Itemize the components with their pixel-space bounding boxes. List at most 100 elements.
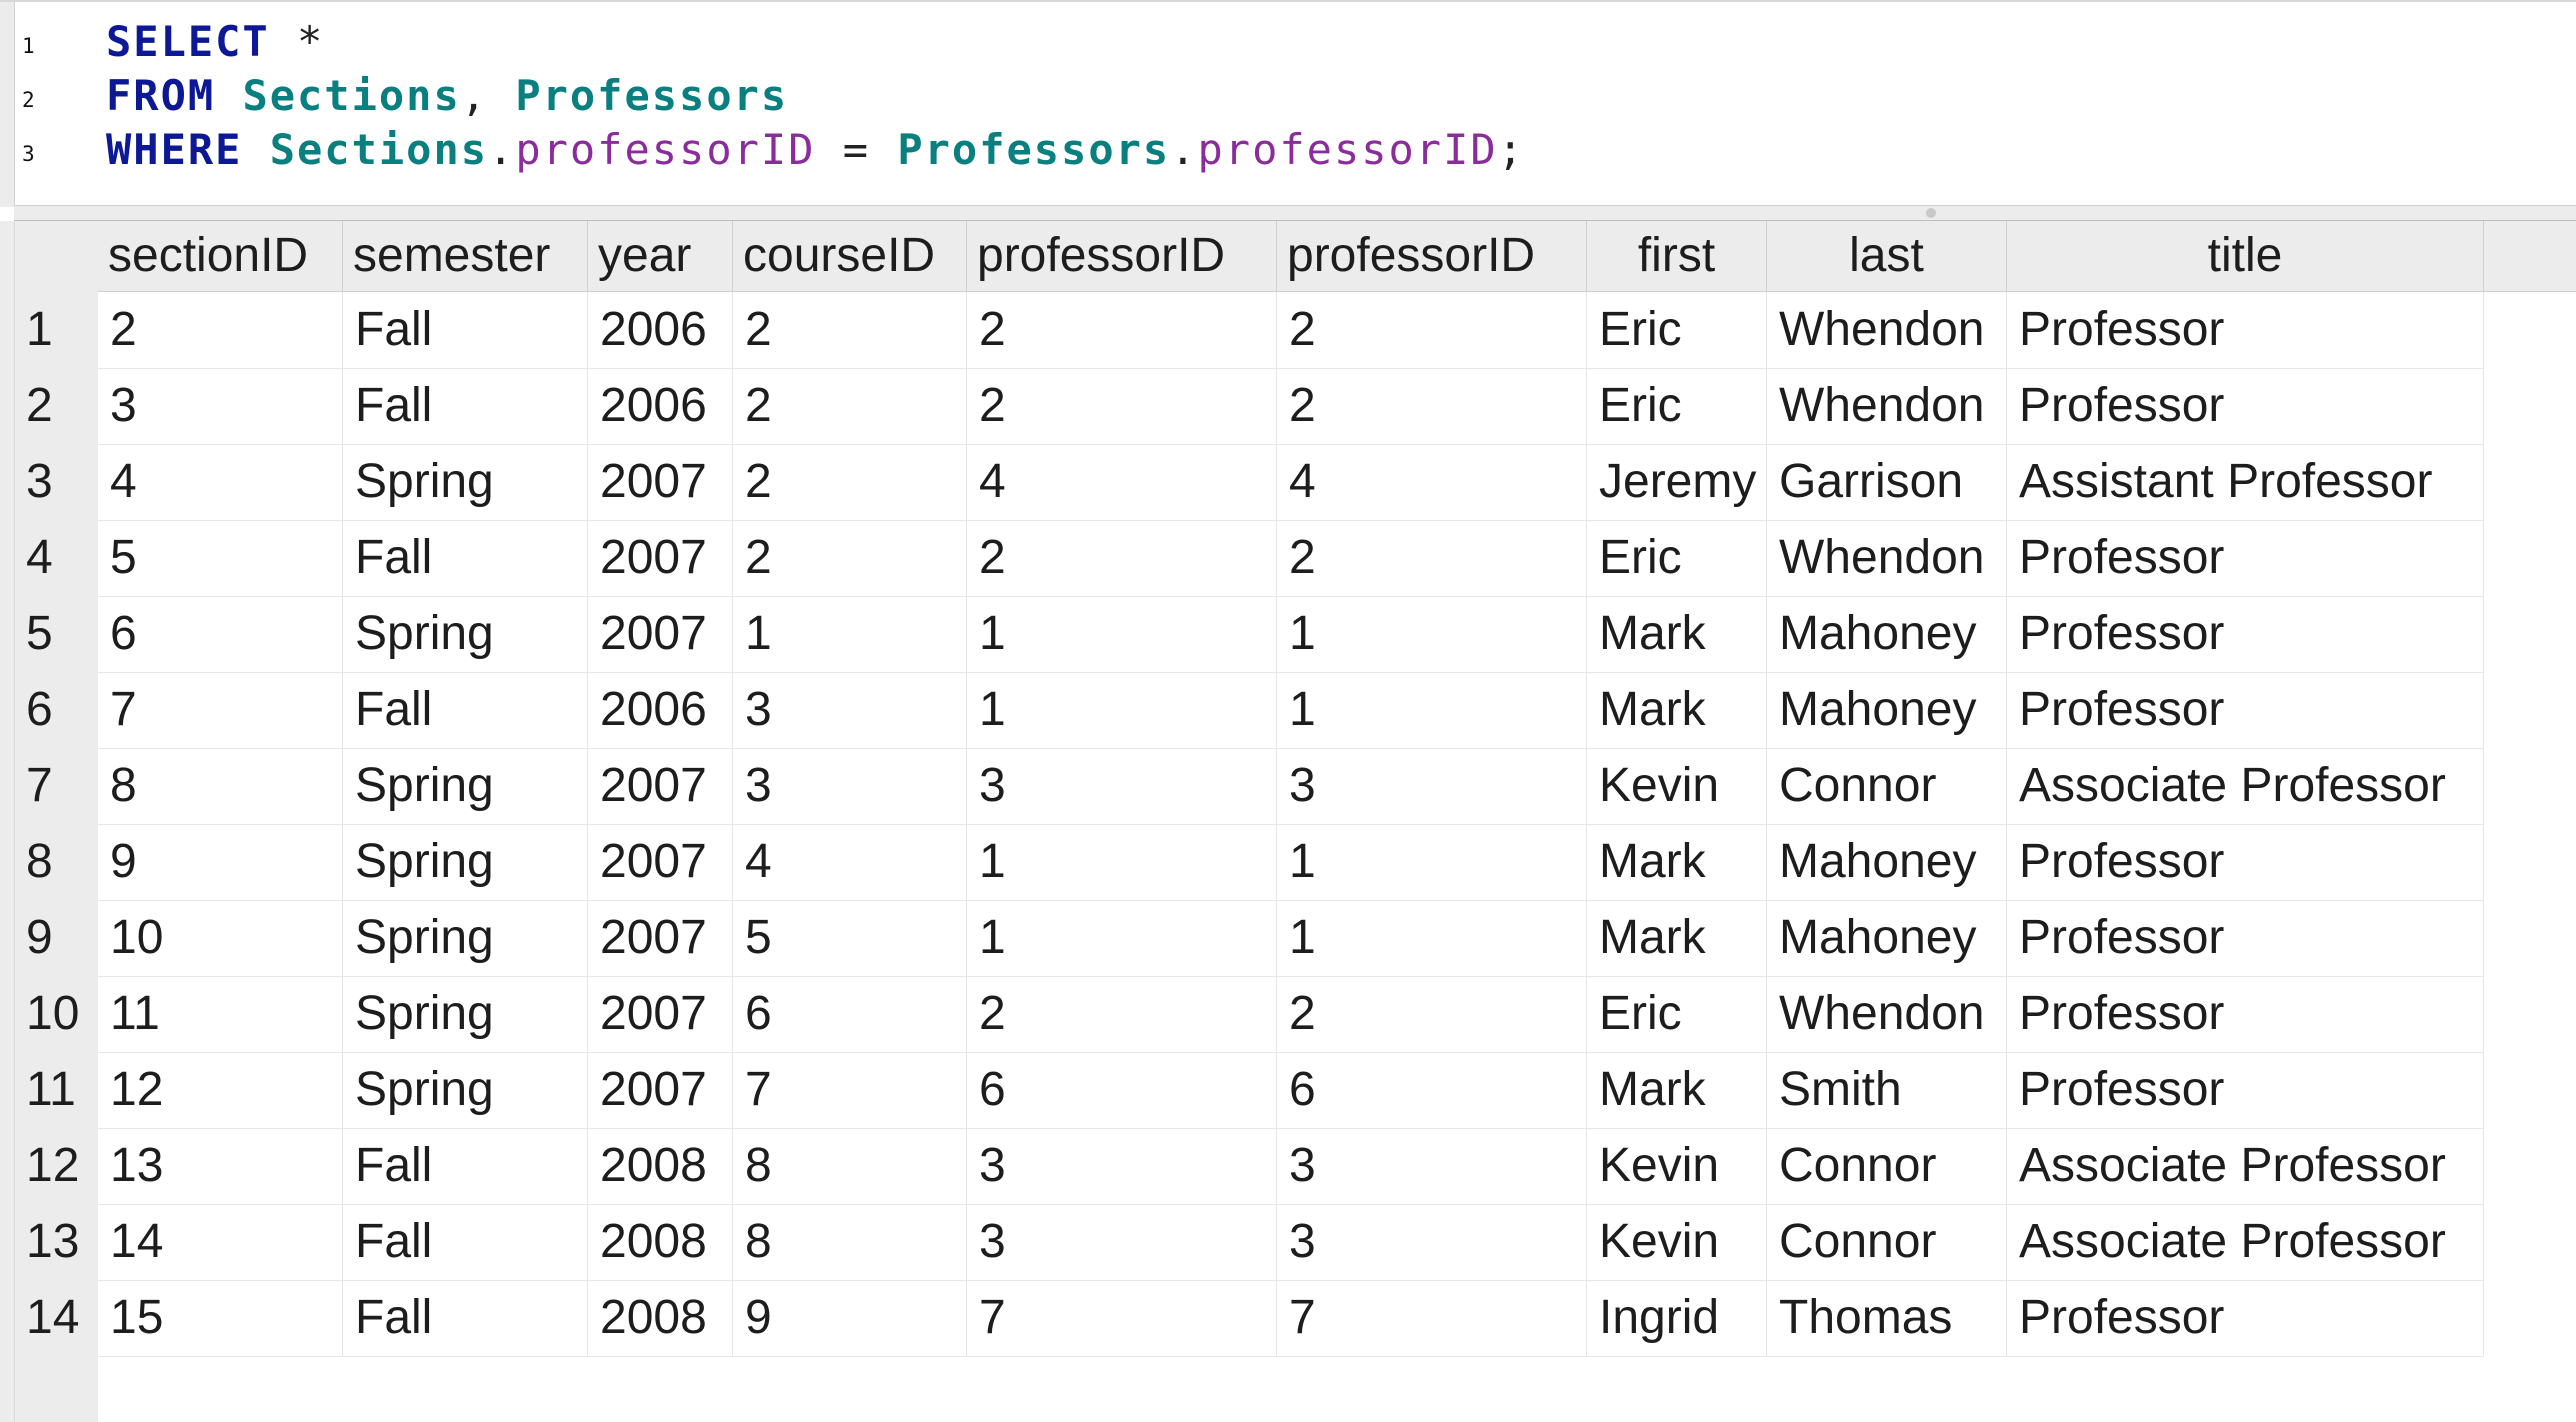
table-cell[interactable]: Professor (2007, 596, 2484, 672)
table-cell[interactable]: Professor (2007, 1052, 2484, 1128)
table-cell[interactable]: Associate Professor (2007, 1128, 2484, 1204)
table-cell[interactable]: Connor (1767, 1128, 2007, 1204)
row-number[interactable]: 6 (26, 683, 53, 736)
table-cell[interactable]: Kevin (1587, 1204, 1767, 1280)
table-cell[interactable]: 11 (98, 976, 343, 1052)
table-cell[interactable]: 2 (733, 368, 967, 444)
table-cell[interactable]: 8 (733, 1204, 967, 1280)
table-cell[interactable]: 7 (967, 1280, 1277, 1356)
row-number[interactable]: 7 (26, 759, 53, 812)
table-cell[interactable]: 4 (1277, 444, 1587, 520)
table-cell[interactable]: 6 (967, 1052, 1277, 1128)
table-cell[interactable]: Professor (2007, 292, 2484, 368)
column-header-last[interactable]: last (1767, 221, 2007, 291)
table-cell[interactable]: 2006 (588, 292, 733, 368)
row-number[interactable]: 1 (26, 303, 53, 356)
table-cell[interactable]: Fall (343, 368, 588, 444)
row-number[interactable]: 2 (26, 379, 53, 432)
table-cell[interactable]: Mark (1587, 672, 1767, 748)
table-cell[interactable]: 2007 (588, 748, 733, 824)
table-cell[interactable]: 4 (733, 824, 967, 900)
table-row[interactable]: 8 Spring 2007 3 3 3 Kevin Connor Associate Profe… (98, 748, 2484, 825)
table-cell[interactable]: 2 (1277, 292, 1587, 368)
table-cell[interactable]: 2007 (588, 520, 733, 596)
code-line[interactable]: FROM Sections, Professors (106, 68, 788, 124)
table-row[interactable]: 14 Fall 2008 8 3 3 Kevin Connor Associate Profes… (98, 1204, 2484, 1281)
row-number[interactable]: 11 (26, 1063, 76, 1116)
table-cell[interactable]: 2 (1277, 520, 1587, 596)
table-cell[interactable]: Whendon (1767, 292, 2007, 368)
column-header-first[interactable]: first (1587, 221, 1767, 291)
row-number[interactable]: 8 (26, 835, 53, 888)
splitter-grip-icon[interactable] (1926, 208, 1936, 218)
table-cell[interactable]: 2 (1277, 368, 1587, 444)
table-cell[interactable]: 7 (98, 672, 343, 748)
table-cell[interactable]: 3 (1277, 1204, 1587, 1280)
table-cell[interactable]: 4 (98, 444, 343, 520)
table-cell[interactable]: Kevin (1587, 748, 1767, 824)
table-cell[interactable]: 2008 (588, 1204, 733, 1280)
table-cell[interactable]: 2 (733, 292, 967, 368)
table-cell[interactable]: Eric (1587, 520, 1767, 596)
table-cell[interactable]: 2006 (588, 368, 733, 444)
table-cell[interactable]: Fall (343, 520, 588, 596)
table-cell[interactable]: Eric (1587, 292, 1767, 368)
table-cell[interactable]: 2 (967, 976, 1277, 1052)
row-number[interactable]: 13 (26, 1215, 80, 1268)
table-cell[interactable]: Ingrid (1587, 1280, 1767, 1356)
column-header-courseid[interactable]: courseID (733, 221, 967, 291)
row-number[interactable]: 14 (26, 1291, 80, 1344)
table-cell[interactable]: Mahoney (1767, 824, 2007, 900)
table-cell[interactable]: 2 (967, 368, 1277, 444)
table-row[interactable]: 11 Spring 2007 6 2 2 Eric Whendon Professor (98, 976, 2484, 1053)
code-line[interactable]: WHERE Sections.professorID = Professors.… (106, 122, 1525, 178)
row-number[interactable]: 9 (26, 911, 53, 964)
table-cell[interactable]: Fall (343, 1204, 588, 1280)
table-cell[interactable]: 2 (98, 292, 343, 368)
table-cell[interactable]: 6 (733, 976, 967, 1052)
table-cell[interactable]: Whendon (1767, 368, 2007, 444)
table-cell[interactable]: Professor (2007, 976, 2484, 1052)
table-cell[interactable]: Spring (343, 824, 588, 900)
column-header-professorid-2[interactable]: professorID (1277, 221, 1587, 291)
table-cell[interactable]: Spring (343, 1052, 588, 1128)
table-cell[interactable]: 8 (98, 748, 343, 824)
table-cell[interactable]: Whendon (1767, 520, 2007, 596)
table-cell[interactable]: 2007 (588, 976, 733, 1052)
sql-editor[interactable]: 1 2 3 SELECT * FROM Sections, Professors… (0, 0, 2576, 207)
table-cell[interactable]: 2008 (588, 1280, 733, 1356)
table-cell[interactable]: Spring (343, 444, 588, 520)
table-row[interactable]: 5 Fall 2007 2 2 2 Eric Whendon Professor (98, 520, 2484, 597)
table-cell[interactable]: Professor (2007, 672, 2484, 748)
table-cell[interactable]: Professor (2007, 900, 2484, 976)
code-line[interactable]: SELECT * (106, 14, 324, 70)
row-number[interactable]: 12 (26, 1139, 80, 1192)
row-number[interactable]: 10 (26, 987, 80, 1040)
table-cell[interactable]: 8 (733, 1128, 967, 1204)
table-cell[interactable]: 2007 (588, 824, 733, 900)
table-cell[interactable]: 9 (98, 824, 343, 900)
row-number[interactable]: 3 (26, 455, 53, 508)
table-row[interactable]: 9 Spring 2007 4 1 1 Mark Mahoney Professor (98, 824, 2484, 901)
table-cell[interactable]: Spring (343, 596, 588, 672)
table-cell[interactable]: Fall (343, 1280, 588, 1356)
results-grid[interactable]: sectionID semester year courseID profess… (0, 221, 2576, 1422)
table-cell[interactable]: 2007 (588, 900, 733, 976)
table-cell[interactable]: Associate Professor (2007, 1204, 2484, 1280)
row-number[interactable]: 5 (26, 607, 53, 660)
table-cell[interactable]: 2 (733, 520, 967, 596)
table-cell[interactable]: 3 (967, 1204, 1277, 1280)
table-cell[interactable]: 7 (733, 1052, 967, 1128)
column-header-professorid[interactable]: professorID (967, 221, 1277, 291)
table-cell[interactable]: 4 (967, 444, 1277, 520)
table-cell[interactable]: Mark (1587, 596, 1767, 672)
table-row[interactable]: 13 Fall 2008 8 3 3 Kevin Connor Associate Profes… (98, 1128, 2484, 1205)
table-row[interactable]: 4 Spring 2007 2 4 4 Jeremy Garrison Assistant Pr… (98, 444, 2484, 521)
table-row[interactable]: 2 Fall 2006 2 2 2 Eric Whendon Professor (98, 292, 2484, 369)
table-cell[interactable]: 2 (967, 292, 1277, 368)
table-cell[interactable]: Professor (2007, 824, 2484, 900)
table-cell[interactable]: Fall (343, 292, 588, 368)
table-row[interactable]: 6 Spring 2007 1 1 1 Mark Mahoney Professor (98, 596, 2484, 673)
table-cell[interactable]: Assistant Professor (2007, 444, 2484, 520)
column-header-semester[interactable]: semester (343, 221, 588, 291)
